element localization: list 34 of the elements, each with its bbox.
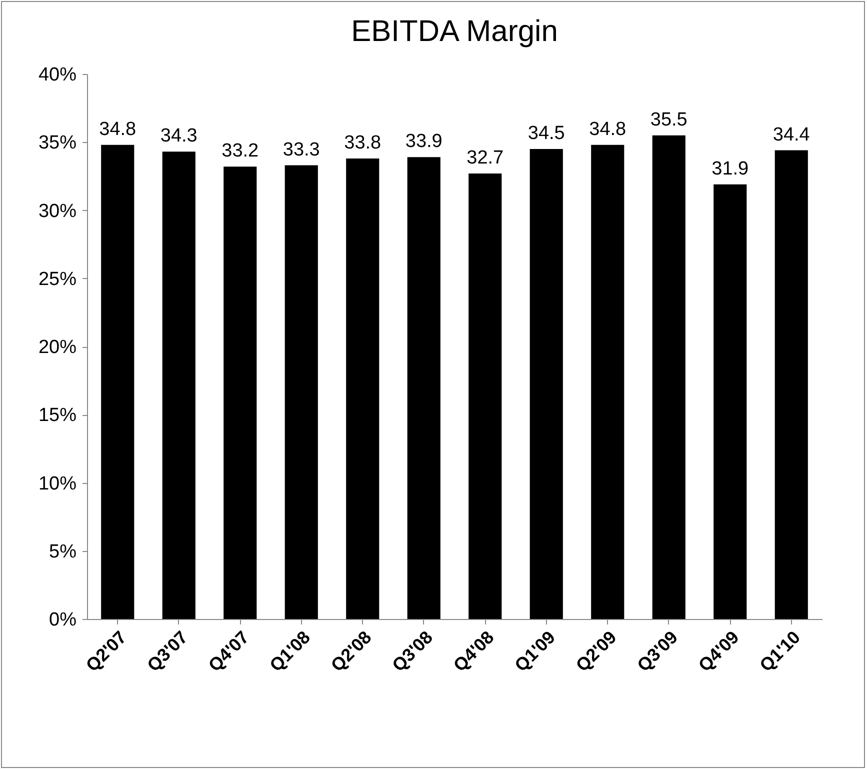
chart-title: EBITDA Margin — [351, 15, 558, 48]
y-tick-label: 35% — [38, 132, 77, 154]
data-label: 35.5 — [650, 109, 688, 130]
y-tick-label: 25% — [38, 268, 77, 290]
data-label: 34.8 — [99, 118, 136, 140]
y-tick-label: 40% — [38, 64, 77, 86]
data-label: 34.3 — [160, 126, 198, 147]
y-tick-label: 15% — [38, 405, 77, 426]
bar — [714, 184, 747, 619]
data-label: 33.9 — [405, 131, 442, 152]
bar — [346, 158, 380, 619]
data-label: 32.7 — [466, 147, 504, 168]
data-label: 34.4 — [772, 124, 810, 146]
data-label: 33.8 — [344, 132, 382, 154]
bar — [162, 152, 196, 619]
data-label: 34.8 — [589, 118, 626, 140]
y-tick-label: 30% — [38, 200, 77, 222]
bar — [530, 148, 563, 619]
bar — [468, 173, 502, 619]
y-tick-label: 10% — [38, 473, 77, 494]
bar — [652, 135, 686, 619]
data-label: 31.9 — [712, 158, 749, 180]
bar — [591, 144, 624, 619]
bar — [407, 157, 440, 619]
data-label: 33.2 — [222, 140, 259, 162]
y-tick-label: 20% — [38, 337, 77, 358]
bar — [774, 150, 808, 619]
y-tick-label: 5% — [49, 541, 77, 562]
bar — [224, 166, 257, 619]
y-tick-label: 0% — [49, 610, 77, 630]
data-label: 34.5 — [528, 122, 565, 144]
bar — [284, 165, 318, 619]
data-label: 33.3 — [282, 139, 320, 160]
bar — [101, 144, 134, 619]
